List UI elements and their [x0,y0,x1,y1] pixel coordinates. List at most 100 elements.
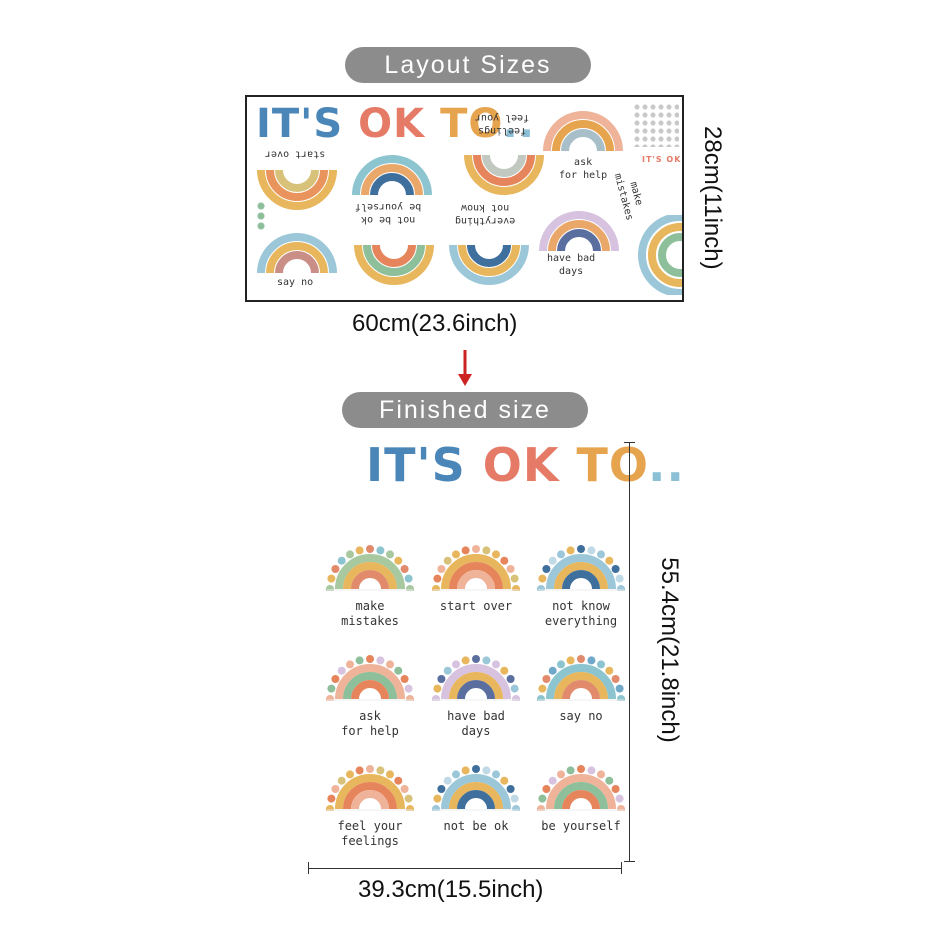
rainbow-dot [355,546,364,555]
rainbow-dot [538,574,547,583]
rainbow-dot [355,766,364,775]
rainbow-dot [482,766,491,775]
sheet-label-say-no: say no [277,277,314,288]
sheet-rainbow-7 [354,245,434,285]
rainbow-dot [510,574,519,583]
sheet-label-feel-your-feelings: feelings feel your [475,112,530,137]
rainbow-arc [562,790,600,810]
rainbow-icon [326,765,414,811]
sheet-small-circles [257,201,265,231]
rainbow-dot [452,660,460,669]
rainbow-dot [611,785,620,793]
rainbow-icon [537,765,625,811]
rainbow-dot [548,556,557,565]
rainbow-dot [482,656,491,665]
rainbow-dot [433,574,442,583]
rainbow-dot [538,794,547,803]
height-dimension-cap-top [624,442,635,443]
width-dimension-cap-right [621,862,622,874]
rainbow-dot [500,556,509,565]
rainbow-dot [597,550,605,559]
rainbow-dot [597,770,605,779]
rainbow-dot [615,684,624,693]
rainbow-arc [441,554,511,590]
rainbow-arc [441,664,511,700]
rainbow-dot [510,794,519,803]
rainbow-card: have bad days [424,653,528,739]
rainbow-arc [562,680,600,700]
rainbow-card-label: feel your feelings [318,819,422,849]
rainbow-dot [331,785,340,793]
rainbow-card-label-line-2: for help [341,724,399,738]
rainbow-card: not be ok [424,763,528,834]
rainbow-card-label: make mistakes [318,599,422,629]
rainbow-dot [577,765,585,773]
rainbow-dot [346,550,354,559]
rainbow-dot [577,545,585,553]
rainbow-arc [449,782,503,810]
rainbow-dot [597,660,605,669]
rainbow-dot [542,675,551,683]
rainbow-dot [331,565,340,573]
rainbow-arc [335,664,405,700]
rainbow-card: make mistakes [318,543,422,629]
rainbow-dot [400,565,409,573]
rainbow-dot [538,684,547,693]
rainbow-card: ask for help [318,653,422,739]
rainbow-dot [566,766,575,775]
sheet-label-not-know: everything not know [455,202,516,227]
rainbow-card-label-line-1: feel your [337,819,403,833]
layout-width-label: 60cm(23.6inch) [352,310,518,337]
rainbow-arc [554,562,608,590]
rainbow-arc [554,782,608,810]
rainbow-card-label: not know everything [529,599,633,629]
rainbow-dot [472,655,480,663]
rainbow-icon [326,655,414,701]
finished-title: IT'S OK TO.. [366,438,685,492]
rainbow-dot [548,666,557,675]
rainbow-dot [492,550,500,559]
rainbow-dot [355,656,364,665]
rainbow-arc [457,680,495,700]
rainbow-dot [472,765,480,773]
rainbow-dot [452,770,460,779]
layout-sizes-label: Layout Sizes [345,47,591,83]
height-dimension-line [629,442,630,862]
rainbow-dot [337,776,346,785]
rainbow-dot [557,660,565,669]
rainbow-card: start over [424,543,528,614]
rainbow-dot [566,546,575,555]
rainbow-card-label: say no [529,709,633,724]
rainbow-dot [386,660,394,669]
rainbow-dot [400,785,409,793]
sheet-rainbow-9 [638,215,682,295]
rainbow-card-label-line-1: not be ok [443,819,509,833]
rainbow-arc [351,570,389,590]
sheet-title: IT'S OK TO.. [256,101,535,147]
rainbow-dot [443,666,452,675]
rainbow-card-label-line-2: feelings [341,834,399,848]
layout-height-label: 28cm(11inch) [699,126,726,270]
rainbow-dot [500,776,509,785]
rainbow-card-label-line-2: everything [544,614,618,628]
rainbow-arc [335,554,405,590]
rainbow-dot [366,545,374,553]
rainbow-dot [461,546,470,555]
rainbow-dot [346,660,354,669]
rainbow-dot [376,546,385,555]
rainbow-dot [605,666,614,675]
rainbow-arc [554,672,608,700]
rainbow-dot [404,574,413,583]
rainbow-dot [366,765,374,773]
width-dimension-line [308,868,622,869]
rainbow-dot [337,666,346,675]
rainbow-card-label: be yourself [529,819,633,834]
finished-height-label: 55.4cm(21.8inch) [656,557,683,743]
width-dimension-cap-left [308,862,309,874]
rainbow-dot [587,766,596,775]
rainbow-arc [343,782,397,810]
rainbow-dot [346,770,354,779]
sheet-rainbow-8 [449,245,529,285]
rainbow-icon [326,545,414,591]
rainbow-dot [394,666,403,675]
